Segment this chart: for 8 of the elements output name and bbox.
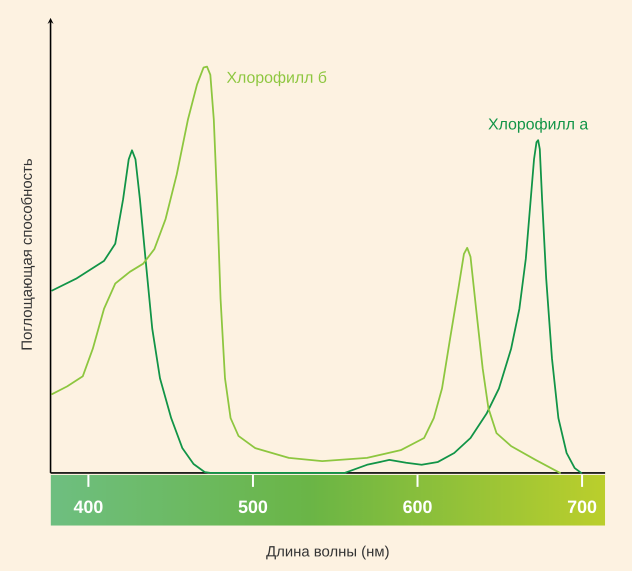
x-axis-title: Длина волны (нм)	[266, 545, 389, 560]
x-tick-label: 700	[568, 500, 596, 513]
x-tick-label: 500	[238, 500, 268, 513]
x-tick-label: 400	[74, 500, 103, 513]
x-tick-label: 600	[403, 500, 432, 513]
y-axis-title: Поглощающая способность	[20, 158, 35, 350]
series-label: Хлорофилл б	[226, 70, 326, 86]
series-label: Хлорофилл а	[488, 118, 588, 132]
